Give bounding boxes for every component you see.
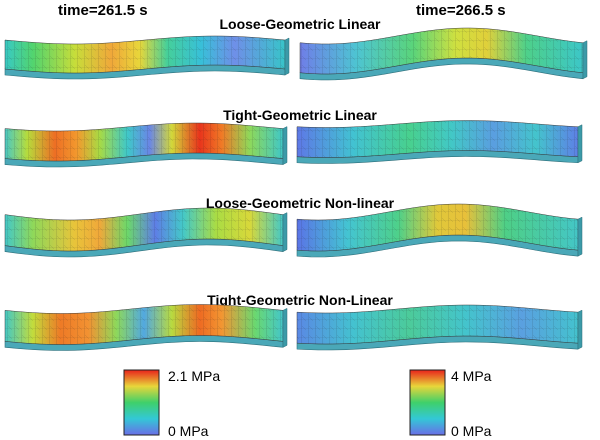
colorbar-left-min-label: 0 MPa <box>168 423 209 439</box>
slab-loose-linear-t266 <box>299 27 588 81</box>
case-title-tight-linear: Tight-Geometric Linear <box>223 107 377 123</box>
case-title-loose-nonlinear: Loose-Geometric Non-linear <box>205 195 395 211</box>
colorbar-left <box>123 369 160 436</box>
slab-tight-linear-t261 <box>4 122 288 168</box>
colorbar-right <box>409 369 446 436</box>
time-label-right: time=266.5 s <box>416 2 506 19</box>
colorbar-right-min-label: 0 MPa <box>451 423 492 439</box>
colorbar-right-max-label: 4 MPa <box>451 368 492 384</box>
slab-loose-nonlinear-t266 <box>296 203 583 258</box>
slab-loose-nonlinear-t261 <box>4 207 288 258</box>
case-title-tight-nonlinear: Tight-Geometric Non-Linear <box>207 292 393 308</box>
slab-tight-nonlinear-t266 <box>296 304 583 351</box>
slab-tight-linear-t266 <box>296 120 583 164</box>
slab-loose-linear-t261 <box>4 35 290 80</box>
time-label-left: time=261.5 s <box>58 2 148 19</box>
slab-tight-nonlinear-t261 <box>4 304 288 351</box>
colorbar-left-max-label: 2.1 MPa <box>168 368 221 384</box>
case-title-loose-linear: Loose-Geometric Linear <box>219 16 381 32</box>
